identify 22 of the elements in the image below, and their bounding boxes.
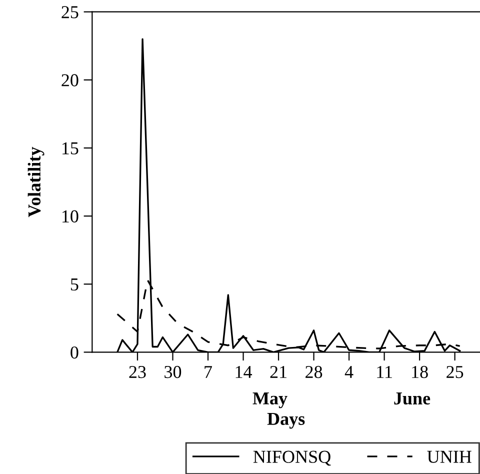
x-tick-label: 7: [204, 366, 212, 378]
x-tick-label: 14: [236, 366, 252, 378]
y-tick-label: 10: [62, 210, 78, 222]
y-tick-label: 15: [62, 142, 78, 154]
y-tick-label: 5: [70, 278, 78, 291]
x-axis-title: Days: [267, 412, 305, 429]
x-tick-label: 4: [344, 366, 354, 378]
y-axis-title: Volatility: [28, 146, 44, 218]
x-tick-label: 21: [270, 366, 286, 378]
text: June: [394, 392, 430, 405]
text: May: [252, 392, 288, 408]
y-tick-label: 0: [70, 346, 78, 359]
legend-label: UNIH: [427, 450, 472, 463]
x-tick-label: 25: [446, 366, 464, 378]
x-tick-label: 30: [164, 366, 182, 378]
legend-label: NIFONSQ: [253, 450, 331, 466]
x-tick-label: 18: [412, 366, 428, 378]
x-tick-label: 11: [377, 366, 392, 378]
y-tick-label: 25: [62, 6, 78, 18]
x-tick-label: 28: [306, 366, 322, 378]
x-tick-label: 23: [129, 366, 146, 378]
y-tick-label: 20: [62, 74, 78, 86]
